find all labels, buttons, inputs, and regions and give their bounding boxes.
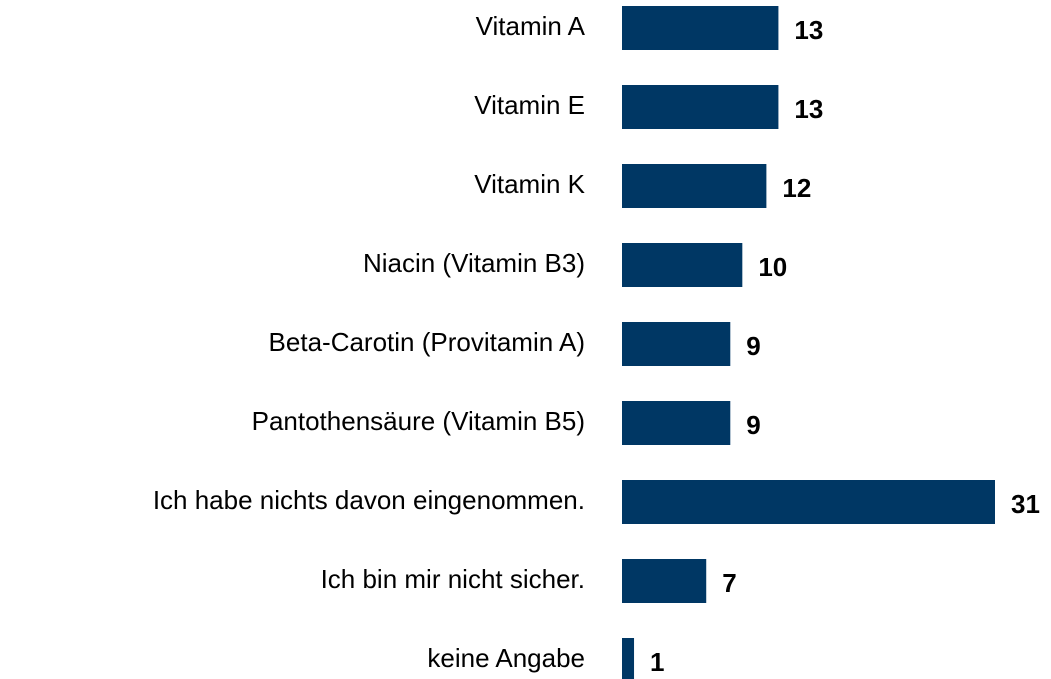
- value-label: 1: [650, 647, 664, 677]
- bar: [622, 243, 743, 287]
- category-label: Niacin (Vitamin B3): [363, 248, 585, 278]
- bar: [622, 6, 779, 50]
- bar: [622, 85, 779, 129]
- value-label: 9: [746, 410, 760, 440]
- value-label: 7: [722, 568, 736, 598]
- category-label: Vitamin E: [474, 90, 585, 120]
- category-label: Ich bin mir nicht sicher.: [321, 564, 585, 594]
- value-label: 13: [794, 94, 823, 124]
- value-label: 13: [794, 15, 823, 45]
- value-label: 31: [1011, 489, 1040, 519]
- category-label: Pantothensäure (Vitamin B5): [252, 406, 585, 436]
- bar: [622, 638, 635, 679]
- bar: [622, 322, 731, 366]
- bar: [622, 559, 707, 603]
- category-label: Vitamin K: [474, 169, 585, 199]
- category-label: Vitamin A: [476, 11, 586, 41]
- category-label: Beta-Carotin (Provitamin A): [269, 327, 585, 357]
- value-label: 10: [758, 252, 787, 282]
- bar: [622, 164, 767, 208]
- value-label: 12: [782, 173, 811, 203]
- value-label: 9: [746, 331, 760, 361]
- bar: [622, 401, 731, 445]
- category-label: Ich habe nichts davon eingenommen.: [153, 485, 585, 515]
- bar: [622, 480, 995, 524]
- category-label: keine Angabe: [427, 643, 585, 673]
